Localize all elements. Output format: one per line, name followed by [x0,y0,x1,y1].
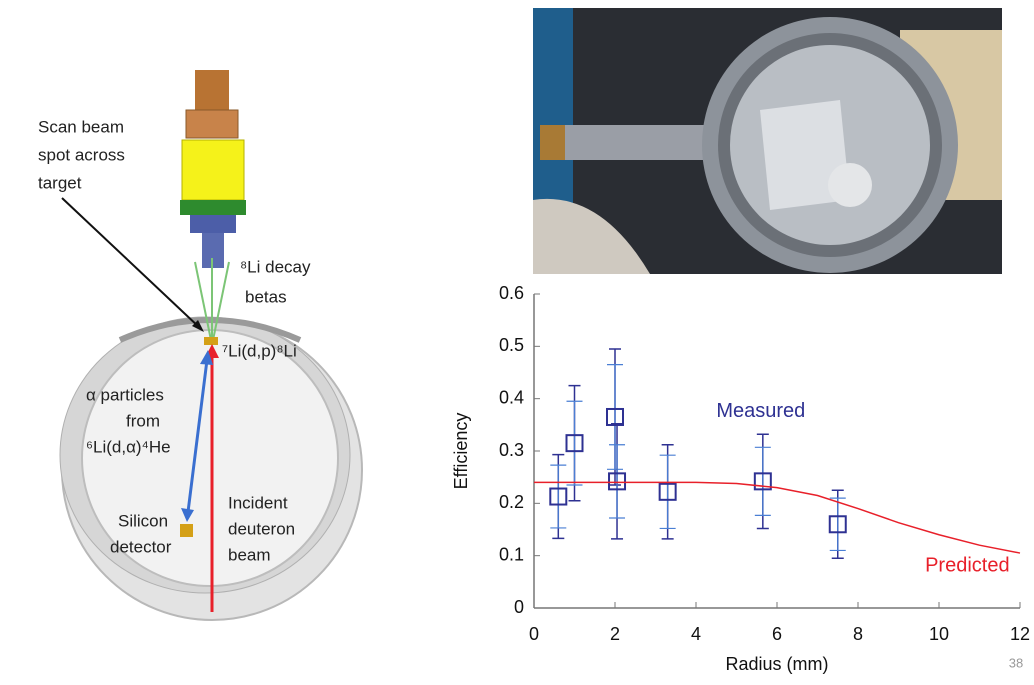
label: spot across [38,145,125,164]
photo-flange [540,125,565,160]
target-holder [118,317,302,343]
diagram-labels: Scan beam spot across target ⁸Li decay b… [38,117,311,564]
x-tick-label: 2 [610,624,620,644]
target [204,337,218,345]
label: deuteron [228,519,295,538]
pointer-arrow [61,197,201,329]
cap [195,70,229,110]
pointer-head [192,320,204,332]
y-tick-label: 0.1 [499,544,524,564]
error-bar [829,497,846,552]
silicon-detector [180,524,193,537]
y-axis-label: Efficiency [451,413,471,490]
blue-flange [190,215,236,233]
label: detector [110,537,172,556]
apparatus-diagram [59,70,363,621]
label: ⁷Li(d,p)⁸Li [222,341,297,360]
x-tick-label: 4 [691,624,701,644]
error-bar [609,444,626,519]
cap-flange [185,109,239,139]
data-point [549,487,568,506]
x-tick-label: 12 [1010,624,1030,644]
photo-foil2 [828,163,872,207]
photo [533,8,1002,274]
error-bar [607,364,623,470]
error-bar [754,446,771,516]
predicted-line [534,481,1021,554]
label: betas [245,287,287,306]
alpha-arrow [186,359,209,513]
label: Scan beam [38,117,124,136]
photo-cloth [533,198,650,274]
label: Silicon [118,511,168,530]
data-point [565,434,584,453]
green-flange [180,200,246,215]
data-point [658,482,677,501]
alpha-head [200,350,213,365]
page-number: 38 [1009,655,1023,670]
x-tick-label: 0 [529,624,539,644]
error-bar [566,400,583,486]
beta-ray [194,261,213,346]
data-point [828,515,847,534]
y-tick-label: 0.3 [499,440,524,460]
alpha-head [181,508,194,522]
data-point [753,472,772,491]
data-point [608,472,627,491]
y-tick-label: 0.4 [499,387,524,407]
stem [202,233,224,268]
yellow-section [181,139,245,201]
chamber-inner [81,329,339,587]
beta-fan [194,258,230,346]
x-axis-label: Radius (mm) [725,654,828,674]
x-tick-label: 10 [929,624,949,644]
y-tick-label: 0 [514,597,524,617]
label: ⁶Li(d,α)⁴He [86,437,171,456]
photo-tube [540,125,720,160]
y-tick-label: 0.6 [499,283,524,303]
label: Incident [228,493,288,512]
series-label: Measured [716,400,805,422]
series-label: Predicted [925,554,1010,576]
error-bar [550,464,567,529]
x-tick-label: 6 [772,624,782,644]
label: target [38,173,82,192]
label: ⁸Li decay [240,257,311,276]
x-tick-label: 8 [853,624,863,644]
label: beam [228,545,271,564]
label: α particles [86,385,164,404]
y-tick-label: 0.2 [499,492,524,512]
data-point [606,407,624,426]
error-bar [659,454,676,530]
photo-foil [760,100,850,210]
label: from [126,411,160,430]
beta-ray [211,261,230,346]
y-tick-label: 0.5 [499,335,524,355]
